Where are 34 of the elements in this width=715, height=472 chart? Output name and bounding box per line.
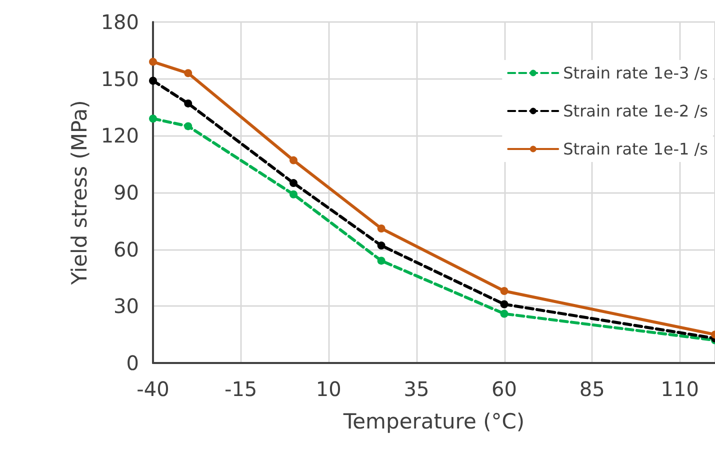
legend-label: Strain rate 1e-3 /s bbox=[563, 64, 708, 82]
y-tick-label: 90 bbox=[114, 180, 139, 204]
point bbox=[149, 58, 157, 66]
x-tick-label: 10 bbox=[316, 377, 342, 401]
point bbox=[184, 69, 192, 78]
point bbox=[290, 179, 298, 188]
point bbox=[290, 190, 298, 198]
legend-label: Strain rate 1e-2 /s bbox=[563, 102, 708, 120]
point bbox=[184, 99, 192, 108]
point bbox=[500, 300, 508, 308]
point bbox=[377, 242, 386, 250]
point bbox=[377, 256, 386, 265]
y-tick-label: 30 bbox=[114, 294, 139, 318]
x-tick-label: -15 bbox=[224, 377, 258, 401]
legend-label: Strain rate 1e-1 /s bbox=[563, 140, 708, 158]
x-tick-label: 60 bbox=[492, 377, 517, 401]
x-tick-label: 85 bbox=[579, 377, 605, 401]
y-tick-label: 120 bbox=[100, 124, 139, 148]
point bbox=[184, 122, 192, 130]
point bbox=[500, 287, 508, 296]
point bbox=[149, 114, 157, 123]
y-tick-label: 60 bbox=[114, 237, 139, 262]
point bbox=[377, 224, 386, 232]
point bbox=[290, 156, 298, 164]
y-tick-label: 180 bbox=[100, 10, 139, 34]
point bbox=[500, 310, 508, 318]
y-tick-label: 150 bbox=[100, 66, 139, 91]
x-tick-label: 35 bbox=[404, 377, 430, 401]
x-tick-label: -40 bbox=[136, 377, 170, 401]
point bbox=[149, 76, 157, 85]
x-axis-title: Temperature (°C) bbox=[342, 410, 525, 434]
x-tick-label: 110 bbox=[660, 377, 699, 401]
y-tick-label: 0 bbox=[126, 351, 139, 375]
y-axis-title: Yield stress (MPa) bbox=[67, 100, 92, 286]
